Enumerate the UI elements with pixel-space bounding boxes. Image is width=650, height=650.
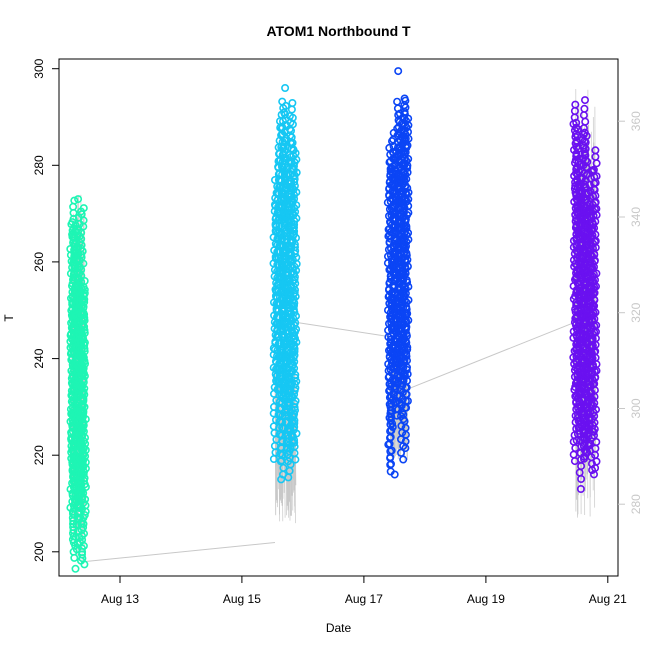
data-point [592,172,601,181]
data-point [279,463,288,472]
data-point [576,484,585,493]
data-point [292,429,301,438]
data-point [290,220,299,229]
data-point [292,168,301,177]
data-point [404,114,413,123]
data-point [393,97,402,106]
data-point [288,99,297,108]
y-axis-label: T [2,314,16,322]
x-tick-label: Aug 21 [589,592,627,606]
points-layer [66,67,601,573]
y-axis: 200 220 240 260 280 300 [32,58,59,562]
data-point [79,204,88,213]
x-tick-label: Aug 17 [345,592,383,606]
y2-tick-label: 360 [629,111,643,131]
data-point [70,196,79,205]
data-point [570,107,579,116]
data-point [393,124,402,133]
data-point [580,96,589,105]
data-point [287,105,296,114]
data-point [71,564,80,573]
x-axis-label: Date [326,621,352,635]
x-tick-label: Aug 19 [467,592,505,606]
data-point [401,242,410,251]
series-cluster [269,84,301,484]
data-point [401,289,410,298]
chart-title: ATOM1 Northbound T [266,23,411,39]
data-point [291,149,300,158]
data-point [580,104,589,113]
y2-axis: 280 300 320 340 360 [618,111,643,514]
data-point [80,276,89,285]
y-tick-label: 260 [32,252,46,272]
data-point [288,138,297,147]
y-tick-label: 280 [32,155,46,175]
y-tick-label: 200 [32,541,46,561]
data-point [390,470,399,479]
data-point [401,215,410,224]
data-point [581,117,590,126]
data-point [579,111,588,120]
data-point [290,436,299,445]
plot-area [66,67,601,573]
series-cluster [569,96,601,493]
x-axis: Aug 13 Aug 15 Aug 17 Aug 19 Aug 21 [101,575,627,606]
x-tick-label: Aug 15 [223,592,261,606]
secondary-connector-line [84,542,276,563]
data-point [291,373,300,382]
series-cluster [66,195,90,573]
data-point [404,188,413,197]
data-point [80,285,89,294]
plot-frame [58,58,619,577]
data-point [579,396,588,405]
x-tick-label: Aug 13 [101,592,139,606]
data-point [571,100,580,109]
y2-tick-label: 320 [629,302,643,322]
data-point [387,446,396,455]
y-tick-label: 300 [32,58,46,78]
data-point [396,448,405,457]
data-point [289,162,298,171]
y2-tick-label: 300 [629,398,643,418]
data-point [585,440,594,449]
secondary-series [71,88,597,563]
series-cluster [383,67,413,479]
data-point [399,455,408,464]
data-point [290,194,299,203]
data-point [402,302,411,311]
data-point [572,118,581,127]
data-point [582,131,591,140]
y2-tick-label: 280 [629,494,643,514]
y2-tick-label: 340 [629,207,643,227]
data-point [589,165,598,174]
data-point [74,195,83,204]
data-point [404,154,413,163]
secondary-connector-line [406,321,575,390]
data-point [404,296,413,305]
data-point [591,146,600,155]
data-point [288,113,297,122]
data-point [281,84,290,93]
y-tick-label: 220 [32,445,46,465]
secondary-connector-line [295,321,390,338]
data-point [281,101,290,110]
y-tick-label: 240 [32,348,46,368]
data-point [592,269,601,278]
data-point [401,96,410,105]
data-point [592,437,601,446]
data-point [292,338,301,347]
data-point [572,123,581,132]
data-point [277,475,286,484]
data-point [401,269,410,278]
data-point [394,67,403,76]
